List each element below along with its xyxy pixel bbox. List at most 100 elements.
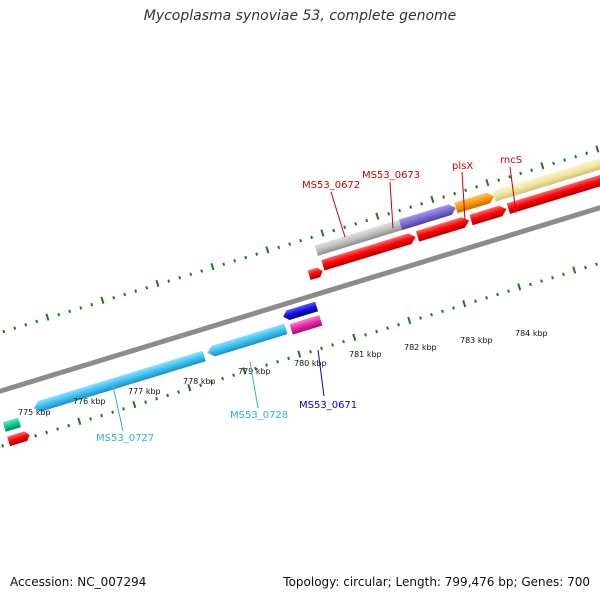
scale-tick-lower [100, 413, 104, 418]
scale-tick-upper [145, 286, 149, 290]
scale-tick-upper [210, 263, 215, 271]
gene-ms53-0727[interactable] [32, 350, 206, 414]
scale-label-778: 778 kbp [183, 377, 216, 386]
accession-text: Accession: NC_007294 [10, 575, 147, 589]
scale-label-783: 783 kbp [460, 336, 493, 345]
scale-tick-lower [342, 339, 345, 344]
scale-tick-lower [144, 400, 148, 404]
scale-tick-lower [67, 423, 71, 428]
scale-tick-upper [310, 235, 314, 240]
scale-tick-upper [595, 145, 600, 153]
gene-red-4[interactable] [506, 169, 600, 214]
scale-tick-upper [222, 262, 226, 266]
leader-plsx [461, 171, 466, 221]
label-ms53-0672: MS53_0672 [302, 180, 360, 191]
scale-tick-lower [474, 299, 477, 303]
gene-rncs[interactable] [492, 154, 600, 202]
scale-tick-lower [517, 283, 522, 291]
scale-tick-lower [397, 323, 400, 327]
scale-tick-lower [199, 383, 202, 388]
scale-tick-upper [375, 212, 380, 220]
scale-label-777: 777 kbp [128, 387, 161, 396]
scale-tick-lower [34, 433, 38, 438]
scale-tick-lower [331, 343, 334, 347]
scale-tick-upper [332, 228, 336, 233]
gene-ms53-0728[interactable] [206, 323, 288, 358]
scale-tick-upper [497, 178, 501, 182]
scale-tick-lower [276, 360, 279, 364]
gene-red-2[interactable] [415, 215, 471, 242]
scale-tick-upper [563, 158, 567, 162]
gene-ms53-0671[interactable] [282, 301, 319, 322]
scale-tick-upper [255, 252, 259, 256]
scale-tick-lower [462, 300, 467, 308]
scale-tick-upper [475, 185, 479, 189]
scale-tick-upper [585, 151, 589, 156]
scale-tick-lower [265, 363, 268, 367]
gene-red-3[interactable] [469, 204, 508, 226]
scale-label-775: 775 kbp [18, 408, 51, 417]
gene-ms53-0673[interactable] [398, 203, 458, 231]
gene-red-1[interactable] [321, 232, 417, 271]
scale-label-779: 779 kbp [238, 367, 271, 376]
scale-tick-upper [387, 212, 391, 216]
scale-tick-upper [244, 255, 248, 260]
scale-tick-lower [297, 350, 302, 358]
scale-label-781: 781 kbp [349, 350, 382, 359]
scale-tick-lower [572, 266, 577, 274]
leader-rncs [509, 166, 517, 214]
scale-tick-upper [530, 168, 534, 172]
scale-tick-lower [1, 444, 5, 448]
label-rncs: rncS [500, 155, 522, 166]
gene-ms53-0672[interactable] [314, 219, 403, 256]
scale-tick-lower [45, 430, 49, 435]
scale-tick-upper [430, 195, 435, 204]
scale-tick-lower [89, 417, 93, 421]
scale-tick-lower [430, 312, 433, 317]
scale-tick-upper [79, 306, 83, 310]
scale-tick-upper [24, 323, 28, 327]
scale-tick-lower [529, 282, 532, 287]
scale-tick-upper [485, 178, 490, 187]
leader-ms53-0727 [112, 385, 124, 432]
scale-tick-upper [552, 161, 556, 166]
scale-ticks-lower [1, 262, 598, 448]
scale-tick-upper [233, 259, 237, 263]
label-ms53-0727: MS53_0727 [96, 433, 154, 444]
scale-tick-lower [352, 333, 357, 341]
scale-tick-lower [166, 393, 169, 398]
gene-red-edge[interactable] [7, 430, 31, 447]
scale-tick-lower [320, 346, 323, 351]
scale-tick-lower [551, 275, 554, 280]
gene-green-edge[interactable] [2, 417, 21, 432]
gene-red-small[interactable] [307, 266, 324, 281]
scale-tick-lower [375, 329, 378, 334]
scale-tick-upper [68, 309, 72, 314]
leader-ms53-0728 [249, 361, 259, 409]
scale-tick-lower [452, 306, 455, 310]
scale-tick-lower [287, 356, 290, 361]
scale-tick-upper [453, 191, 457, 196]
label-plsx: plsX [452, 161, 473, 172]
scale-tick-lower [77, 417, 82, 425]
scale-tick-lower [254, 366, 257, 371]
scale-tick-lower [155, 397, 158, 401]
leader-ms53-0671 [317, 349, 325, 397]
scale-tick-lower [441, 309, 444, 314]
gene-magenta[interactable] [289, 315, 323, 335]
scale-tick-upper [134, 289, 138, 293]
scale-tick-upper [354, 222, 358, 226]
scale-tick-upper [442, 195, 446, 199]
scale-tick-upper [343, 225, 347, 229]
scale-tick-upper [409, 205, 413, 209]
scale-tick-upper [420, 201, 424, 206]
scale-tick-upper [167, 279, 171, 283]
scale-labels: 775 kbp 776 kbp 777 kbp 778 kbp 779 kbp … [18, 329, 548, 417]
scale-tick-lower [386, 326, 389, 330]
scale-label-784: 784 kbp [515, 329, 548, 338]
scale-tick-lower [177, 390, 180, 394]
scale-tick-lower [496, 292, 499, 297]
scale-tick-upper [288, 242, 292, 246]
scale-tick-upper [365, 218, 369, 223]
scale-tick-upper [574, 154, 578, 159]
